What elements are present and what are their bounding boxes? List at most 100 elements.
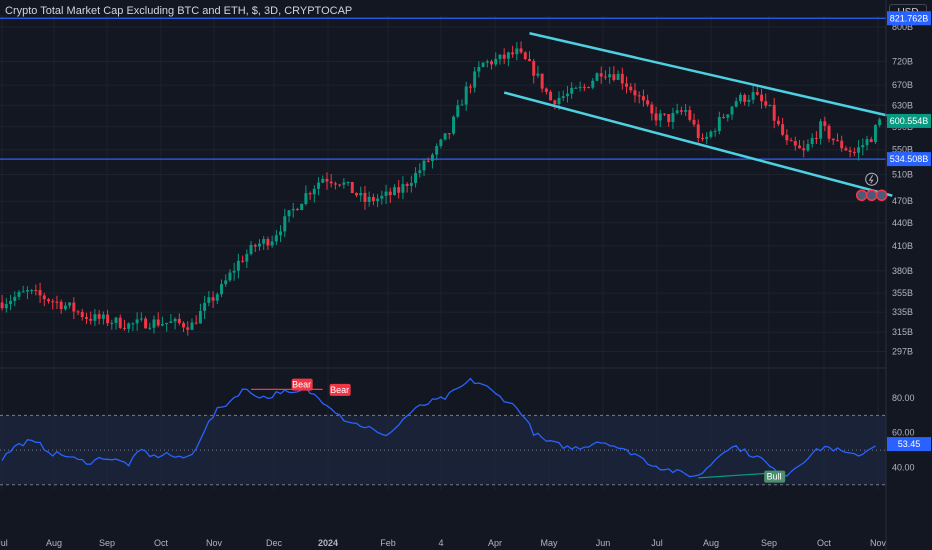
channel <box>503 32 902 197</box>
candle-body <box>367 196 371 202</box>
candle-body <box>418 170 422 173</box>
candle-body <box>663 113 666 115</box>
candle-body <box>51 301 55 303</box>
candle-body <box>760 94 764 102</box>
candle-body <box>671 112 675 123</box>
candle-body <box>447 133 451 135</box>
divergence-label: Bear <box>330 385 349 395</box>
x-tick-label: Nov <box>206 538 223 548</box>
candle-body <box>599 73 603 77</box>
candle-body <box>55 301 59 303</box>
candle-body <box>557 97 561 105</box>
rsi-pane: Bear Bear Bull 53.45 <box>1 377 931 483</box>
candle-body <box>287 210 291 217</box>
candle-body <box>755 92 759 95</box>
x-tick-label: Nov <box>870 538 887 548</box>
candle-body <box>574 87 578 89</box>
candle-body <box>878 119 882 126</box>
candle-body <box>47 299 50 302</box>
lightning-icon-bolt <box>868 174 874 184</box>
candle-body <box>692 119 696 125</box>
y-tick-label: 630B <box>892 100 913 110</box>
candle-body <box>93 314 97 321</box>
candle-body <box>536 73 540 76</box>
candle-body <box>338 184 342 186</box>
price-marker-bg <box>887 11 931 26</box>
candle-body <box>768 104 772 106</box>
candle-body <box>422 160 426 171</box>
rsi-value-tag: 53.45 <box>898 439 921 449</box>
divergence-label: Bear <box>292 380 311 390</box>
candle-body <box>4 304 8 309</box>
candle-body <box>582 86 586 88</box>
candle-body <box>700 138 704 140</box>
candle-body <box>30 290 34 292</box>
price-marker-bg <box>887 113 931 128</box>
candle-body <box>317 182 321 189</box>
candle-body <box>519 48 523 53</box>
candle-body <box>342 182 346 185</box>
rsi-line <box>1 377 876 478</box>
candle-body <box>852 151 856 153</box>
y-tick-label: 510B <box>892 169 913 179</box>
price-markers: 821.762B 600.554B 534.508B <box>887 11 931 167</box>
x-tick-label: Jun <box>596 538 611 548</box>
candle-body <box>798 145 801 149</box>
candle-body <box>34 290 38 292</box>
event-flag-icon <box>865 189 878 201</box>
candle-body <box>245 254 249 262</box>
candle-body <box>641 96 645 101</box>
price-marker-label: 534.508B <box>890 154 929 164</box>
candle-body <box>705 136 709 139</box>
candle-body <box>321 178 325 183</box>
candle-body <box>211 297 215 301</box>
candle-body <box>346 181 350 183</box>
candle-body <box>409 183 413 186</box>
candle-body <box>793 140 797 146</box>
candle-body <box>144 318 148 329</box>
y-tick-label: 440B <box>892 218 913 228</box>
x-tick-label: Jul <box>0 538 8 548</box>
candle-body <box>182 323 186 328</box>
candle-body <box>97 314 101 319</box>
y-tick-label: 297B <box>892 346 913 356</box>
x-tick-label: Aug <box>46 538 62 548</box>
candle-body <box>696 124 700 139</box>
candle-body <box>224 280 228 285</box>
candle-body <box>679 110 683 112</box>
price-marker-bg <box>887 152 931 167</box>
candle-body <box>789 140 793 142</box>
candle-body <box>819 121 823 139</box>
x-tick-label: Dec <box>266 538 283 548</box>
candle-body <box>194 322 198 324</box>
candle-body <box>401 184 405 193</box>
candle-body <box>738 94 742 102</box>
candle-body <box>873 125 877 143</box>
candle-body <box>312 188 316 195</box>
candle-body <box>291 208 295 211</box>
candle-body <box>295 208 299 211</box>
candle-body <box>127 323 131 329</box>
candle-body <box>329 181 333 184</box>
candle-body <box>485 61 489 63</box>
candle-body <box>650 104 654 114</box>
candle-body <box>384 191 388 196</box>
y-tick-label: 335B <box>892 307 913 317</box>
candle-body <box>68 302 72 306</box>
candle-body <box>363 192 367 202</box>
candle-body <box>869 139 873 143</box>
horizontal-lines <box>0 17 886 160</box>
candle-body <box>532 61 536 76</box>
x-tick-label: Sep <box>761 538 777 548</box>
candle-body <box>561 96 565 98</box>
candle-body <box>139 318 143 320</box>
candle-body <box>612 74 616 80</box>
grid <box>0 15 886 490</box>
y-tick-label: 720B <box>892 57 913 67</box>
candle-body <box>249 244 253 255</box>
candle-body <box>405 184 409 186</box>
candle-body <box>380 195 384 199</box>
channel-lower-line <box>503 91 893 197</box>
candle-body <box>823 121 827 126</box>
